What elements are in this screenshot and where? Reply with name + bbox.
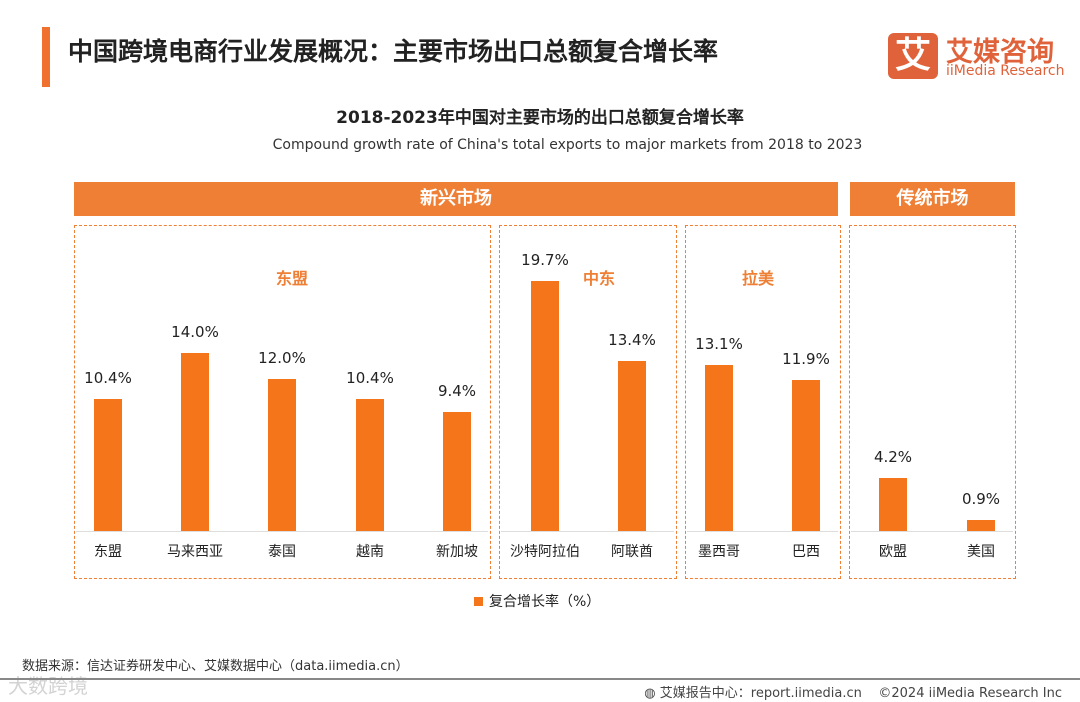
bar xyxy=(792,379,820,531)
bar xyxy=(181,353,209,531)
traditional-market-header: 传统市场 xyxy=(850,182,1015,216)
bar xyxy=(531,281,559,531)
category-label: 东盟 xyxy=(94,544,122,560)
footer-divider xyxy=(0,678,1080,680)
group-box-middle-east xyxy=(499,225,677,579)
logo-en: iiMedia Research xyxy=(946,63,1065,79)
bar xyxy=(94,399,122,531)
watermark: 大数跨境 xyxy=(8,674,88,698)
data-label: 9.4% xyxy=(437,381,477,400)
data-label: 14.0% xyxy=(171,323,219,342)
group-box-traditional xyxy=(849,225,1016,579)
category-label: 马来西亚 xyxy=(167,544,223,560)
legend: 复合增长率（%） xyxy=(474,591,600,611)
copyright: ©2024 iiMedia Research Inc xyxy=(878,686,1062,701)
emerging-market-header: 新兴市场 xyxy=(74,182,838,216)
data-label: 10.4% xyxy=(346,369,394,388)
bar xyxy=(443,411,471,531)
bar xyxy=(879,477,907,531)
category-label: 阿联酋 xyxy=(611,544,653,560)
group-label-middle-east: 中东 xyxy=(582,269,615,288)
group-box-asean xyxy=(74,225,491,579)
category-label: 墨西哥 xyxy=(698,544,740,560)
group-box-latam xyxy=(685,225,841,579)
group-label-latam: 拉美 xyxy=(741,269,774,288)
title-accent-bar xyxy=(42,27,50,87)
legend-swatch xyxy=(474,597,483,606)
legend-label: 复合增长率（%） xyxy=(489,594,601,610)
data-label: 13.1% xyxy=(695,334,743,353)
category-label: 美国 xyxy=(967,544,995,560)
data-label: 0.9% xyxy=(961,489,1001,508)
bar xyxy=(705,364,733,531)
baseline xyxy=(501,531,674,532)
bar xyxy=(618,360,646,531)
data-label: 13.4% xyxy=(608,330,656,349)
data-source: 数据来源：信达证券研发中心、艾媒数据中心（data.iimedia.cn） xyxy=(22,659,409,674)
chart-title: 2018-2023年中国对主要市场的出口总额复合增长率 xyxy=(336,108,744,128)
report-link[interactable]: 艾媒报告中心：report.iimedia.cn xyxy=(659,686,862,701)
chart-subtitle: Compound growth rate of China's total ex… xyxy=(272,137,863,153)
category-label: 泰国 xyxy=(268,544,296,560)
baseline xyxy=(76,531,488,532)
baseline xyxy=(687,531,838,532)
category-label: 欧盟 xyxy=(879,544,907,560)
category-label: 沙特阿拉伯 xyxy=(510,544,580,560)
logo-cn: 艾媒咨询 xyxy=(946,37,1054,68)
category-label: 巴西 xyxy=(792,544,820,560)
bar xyxy=(356,399,384,531)
data-label: 10.4% xyxy=(84,369,132,388)
category-label: 新加坡 xyxy=(436,544,478,560)
globe-icon: ◍ xyxy=(644,686,660,701)
data-label: 11.9% xyxy=(782,349,830,368)
bar xyxy=(967,519,995,531)
logo-mark: 艾 xyxy=(888,33,938,79)
category-label: 越南 xyxy=(356,544,384,560)
bar xyxy=(268,378,296,531)
group-label-asean: 东盟 xyxy=(275,269,308,288)
data-label: 19.7% xyxy=(521,251,569,269)
baseline xyxy=(851,531,1013,532)
footer: ◍ 艾媒报告中心：report.iimedia.cn ©2024 iiMedia… xyxy=(644,682,1062,701)
data-label: 12.0% xyxy=(258,348,306,367)
page-title: 中国跨境电商行业发展概况：主要市场出口总额复合增长率 xyxy=(68,37,719,66)
data-label: 4.2% xyxy=(873,447,913,466)
